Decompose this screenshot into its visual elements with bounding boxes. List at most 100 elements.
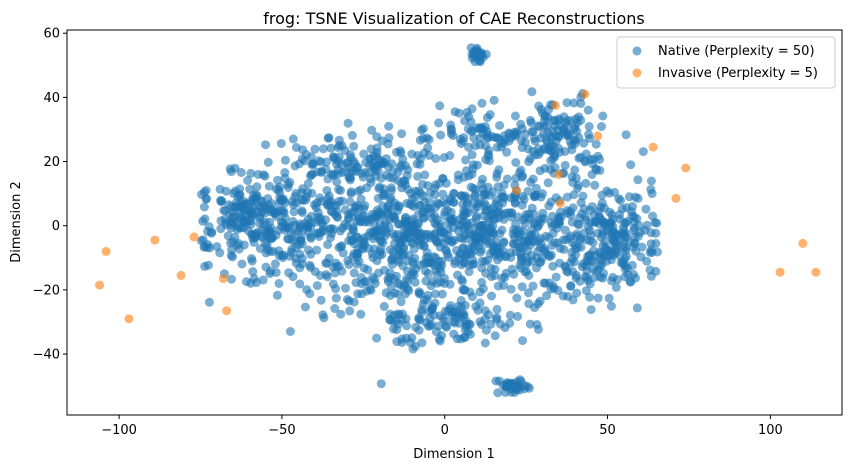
native-point — [341, 283, 350, 293]
native-point — [464, 267, 474, 277]
native-point — [521, 210, 531, 219]
native-point — [598, 241, 608, 251]
native-point — [306, 262, 315, 272]
native-point — [511, 158, 521, 167]
native-point — [615, 210, 624, 219]
native-point — [476, 197, 486, 207]
native-point — [610, 187, 619, 197]
native-point — [440, 279, 449, 288]
native-point — [318, 310, 328, 320]
native-point — [606, 249, 616, 259]
native-point — [330, 201, 339, 211]
native-point — [216, 216, 226, 226]
native-point — [434, 321, 444, 331]
native-point — [288, 134, 298, 144]
legend-marker-invasive — [632, 68, 642, 78]
native-point — [562, 206, 572, 215]
native-point — [326, 224, 336, 233]
native-point — [517, 124, 527, 134]
native-point — [431, 180, 441, 190]
native-point — [358, 172, 368, 182]
y-axis-label: Dimension 2 — [9, 181, 24, 263]
native-point — [632, 303, 642, 313]
native-point — [453, 175, 463, 185]
native-point — [236, 168, 246, 177]
native-point — [546, 147, 556, 157]
native-point — [597, 122, 606, 131]
native-point — [607, 210, 617, 220]
native-point — [647, 189, 657, 199]
native-point — [458, 243, 468, 253]
native-point — [387, 260, 397, 269]
native-point — [270, 259, 280, 269]
native-point — [493, 281, 503, 291]
native-point — [371, 171, 381, 181]
native-point — [499, 193, 509, 203]
native-point — [283, 183, 293, 192]
native-point — [558, 127, 568, 137]
native-point — [510, 197, 520, 207]
native-point — [449, 189, 459, 199]
native-point — [616, 196, 625, 205]
native-point — [417, 338, 427, 348]
native-point — [514, 243, 524, 253]
native-point — [359, 204, 369, 213]
native-point — [525, 154, 535, 164]
native-point — [449, 197, 459, 207]
native-point — [530, 303, 539, 313]
native-point — [528, 281, 538, 291]
native-point — [481, 206, 491, 216]
native-point — [436, 228, 446, 238]
native-point — [306, 170, 316, 180]
native-point — [247, 254, 256, 263]
native-point — [234, 244, 244, 254]
native-point — [618, 259, 628, 269]
native-point — [469, 133, 479, 143]
native-point — [434, 118, 444, 128]
native-point — [438, 197, 448, 207]
native-point — [368, 253, 378, 263]
native-point — [571, 273, 581, 283]
native-point — [425, 197, 434, 207]
native-point — [611, 282, 621, 292]
native-point — [629, 223, 639, 233]
native-point — [511, 219, 521, 229]
native-point — [602, 186, 612, 196]
native-point — [226, 238, 235, 248]
native-point — [437, 289, 447, 299]
native-point — [317, 167, 326, 177]
native-point — [522, 267, 531, 276]
native-point — [524, 288, 533, 298]
native-point — [499, 180, 509, 190]
native-point — [534, 236, 543, 246]
native-point — [571, 250, 581, 260]
native-point — [517, 282, 527, 292]
native-point — [387, 159, 397, 169]
native-point — [588, 159, 598, 169]
native-point — [484, 190, 494, 200]
native-point — [571, 173, 581, 183]
native-point — [413, 151, 423, 160]
native-point — [345, 150, 355, 160]
native-point — [288, 272, 298, 282]
native-point — [280, 168, 290, 177]
native-point — [397, 129, 407, 139]
native-point — [224, 200, 234, 210]
native-point — [396, 297, 406, 307]
native-point — [255, 203, 264, 212]
native-point — [243, 176, 253, 185]
native-point — [414, 287, 424, 297]
invasive-point — [101, 246, 111, 256]
x-axis: −100 −50 0 50 100 — [101, 415, 783, 438]
native-point — [574, 153, 584, 163]
native-point — [438, 189, 448, 199]
native-point — [199, 242, 209, 252]
native-point — [591, 139, 601, 149]
native-point — [424, 321, 433, 331]
native-point — [477, 179, 487, 189]
y-tick-label: 0 — [52, 219, 60, 234]
native-point — [551, 272, 561, 282]
native-point — [407, 333, 417, 343]
native-point — [459, 309, 469, 319]
native-point — [272, 290, 282, 300]
